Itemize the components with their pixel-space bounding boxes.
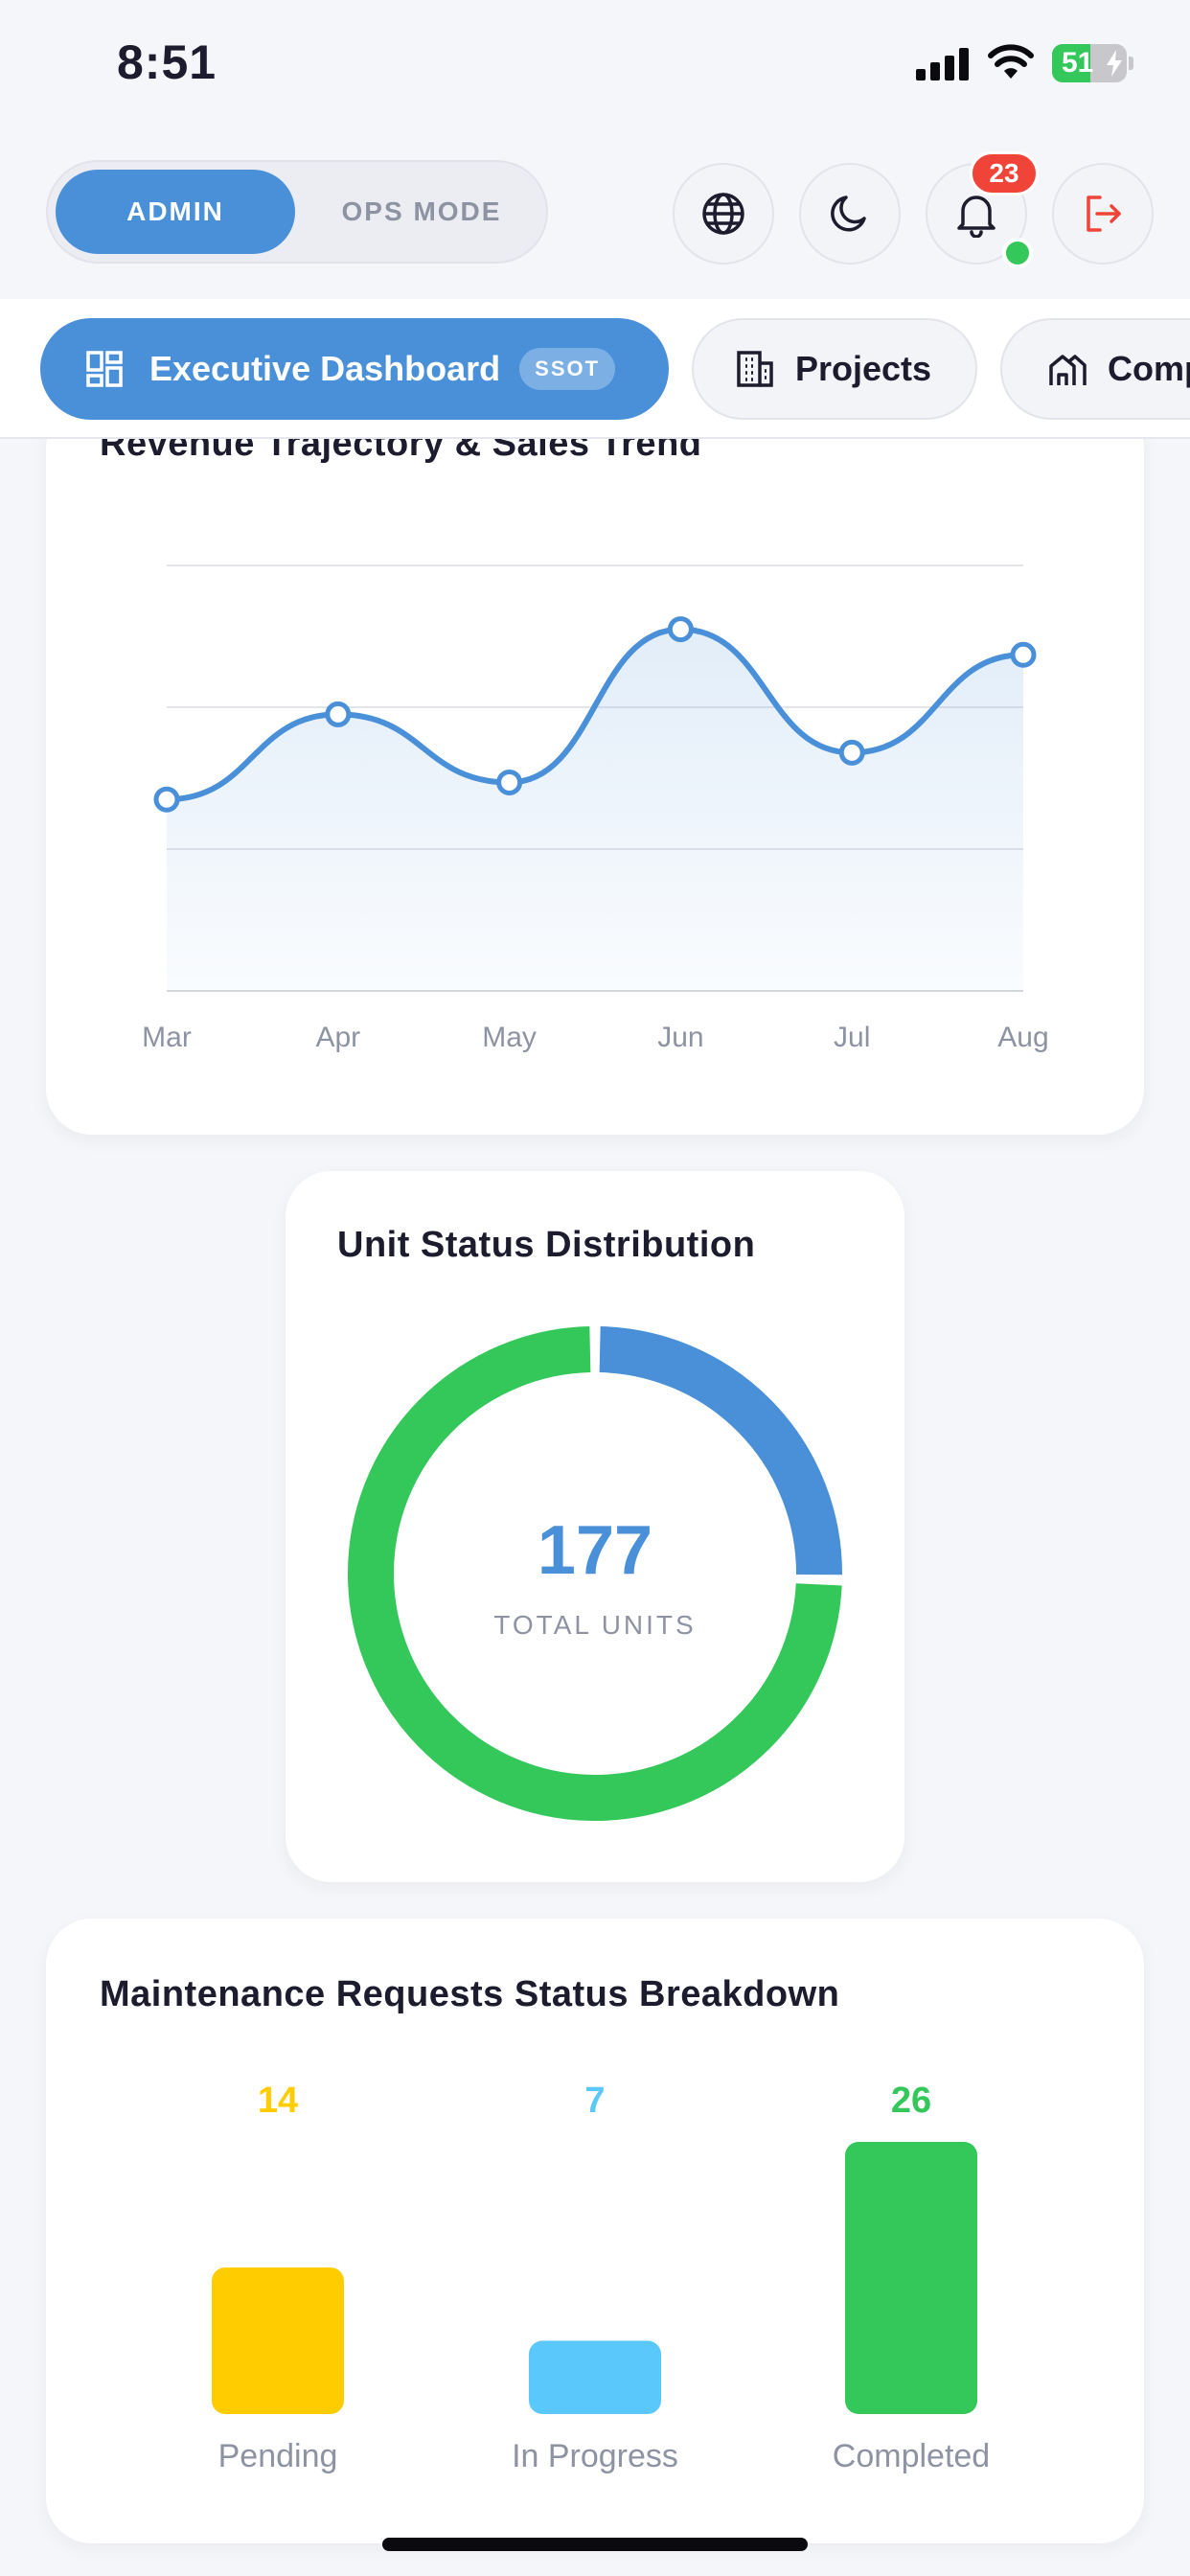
cellular-signal-icon (916, 48, 969, 80)
bar-completed[interactable] (845, 2142, 977, 2414)
x-tick-label: Aug (997, 1022, 1048, 1053)
status-bar: 8:51 51 (0, 0, 1190, 130)
home-indicator (382, 2538, 808, 2551)
nav-tab-bar: Executive Dashboard SSOT Projects Compan… (0, 299, 1190, 439)
bar-in-progress[interactable] (529, 2340, 661, 2414)
tab-label: Projects (795, 349, 932, 388)
admin-mode-button[interactable]: ADMIN (56, 170, 295, 254)
x-tick-label: Jul (834, 1022, 870, 1053)
revenue-chart-card: Revenue Trajectory & Sales Trend Mar Apr M… (46, 402, 1144, 1135)
x-tick-label: Mar (142, 1022, 192, 1053)
x-tick-label: Apr (315, 1022, 360, 1053)
bar-category-label: In Progress (512, 2438, 678, 2474)
tab-label: Companies (1108, 349, 1190, 388)
maintenance-chart-card: Maintenance Requests Status Breakdown 14… (46, 1919, 1144, 2543)
x-tick-label: Jun (657, 1022, 703, 1053)
building-icon (737, 351, 773, 387)
x-tick-label: May (482, 1022, 537, 1053)
bar-category-label: Pending (218, 2438, 338, 2474)
total-units-label: TOTAL UNITS (493, 1610, 697, 1640)
battery-cap (1129, 57, 1133, 70)
bar-category-label: Completed (833, 2438, 990, 2474)
globe-icon (702, 193, 744, 235)
data-point-mar[interactable] (153, 786, 180, 813)
revenue-series-line (164, 626, 1026, 803)
dashboard-icon (86, 351, 123, 387)
bar-value-label: 14 (258, 2081, 298, 2121)
charging-bolt-icon (1107, 50, 1122, 77)
ssot-badge: SSOT (519, 348, 616, 390)
data-point-apr[interactable] (325, 701, 352, 727)
logout-icon (1087, 196, 1121, 232)
unit-status-card: Unit Status Distribution 177 TOTAL UNITS (286, 1171, 904, 1882)
battery-icon: 51 (1052, 44, 1127, 82)
data-point-may[interactable] (496, 769, 523, 795)
tab-projects[interactable]: Projects (692, 318, 977, 420)
unit-status-title: Unit Status Distribution (337, 1225, 756, 1265)
battery-level (1052, 44, 1090, 82)
logout-button[interactable] (1052, 163, 1154, 264)
bar-value-label: 7 (584, 2081, 605, 2121)
ops-mode-button[interactable]: OPS MODE (341, 196, 502, 226)
bar-pending[interactable] (212, 2267, 344, 2414)
battery-percent: 51 (1062, 47, 1094, 79)
notification-badge: 23 (970, 151, 1039, 196)
clock: 8:51 (117, 35, 217, 89)
online-status-dot (1002, 238, 1033, 268)
data-point-jul[interactable] (838, 739, 865, 766)
donut-slice-0[interactable] (599, 1326, 842, 1576)
bar-value-label: 26 (891, 2081, 931, 2121)
maintenance-chart-title: Maintenance Requests Status Breakdown (100, 1974, 840, 2014)
total-units-value: 177 (537, 1512, 653, 1589)
houses-icon (1049, 355, 1087, 385)
language-button[interactable] (673, 163, 774, 264)
tab-executive-dashboard[interactable]: Executive Dashboard SSOT (40, 318, 669, 420)
theme-toggle-button[interactable] (799, 163, 901, 264)
area-fill (167, 629, 1023, 991)
wifi-icon (988, 44, 1034, 79)
moon-icon (831, 196, 866, 232)
data-point-jun[interactable] (667, 616, 694, 643)
maintenance-bar-chart: 14 Pending 7 In Progress 26 Completed (212, 2081, 990, 2474)
revenue-line-chart: Mar Apr May Jun Jul Aug (142, 564, 1049, 1053)
tab-companies[interactable]: Companies (1000, 318, 1190, 420)
donut-slice-1[interactable] (348, 1326, 842, 1821)
mode-toggle[interactable]: ADMIN OPS MODE (46, 160, 548, 264)
unit-status-donut-chart (348, 1326, 842, 1821)
data-point-aug[interactable] (1010, 641, 1037, 668)
bell-icon (957, 196, 995, 238)
tab-label: Executive Dashboard (149, 349, 501, 388)
